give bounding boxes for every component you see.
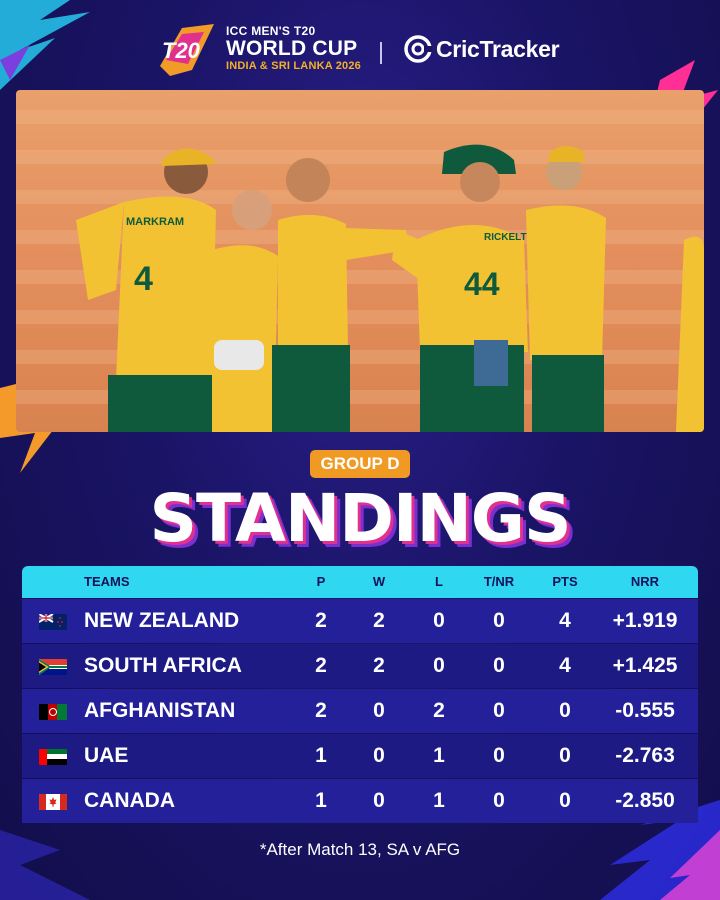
column-tied-nr: T/NR: [483, 574, 515, 589]
points-value: 0: [559, 744, 571, 767]
table-header: TEAMS P W L T/NR PTS NRR: [22, 566, 698, 598]
header: T20 ICC MEN'S T20 WORLD CUP INDIA & SRI …: [0, 14, 720, 80]
nz-flag-icon: [39, 614, 67, 630]
won-value: 2: [373, 654, 385, 677]
header-divider: [380, 42, 382, 64]
column-won: W: [372, 574, 386, 589]
event-title: ICC MEN'S T20 WORLD CUP INDIA & SRI LANK…: [226, 24, 361, 72]
nrr-value: +1.919: [612, 609, 678, 632]
tied-nr-value: 0: [493, 699, 505, 722]
points-value: 4: [559, 654, 571, 677]
canada-flag-icon: [39, 794, 67, 810]
lost-value: 1: [433, 744, 445, 767]
points-value: 0: [559, 789, 571, 812]
brand-name: CricTracker: [436, 36, 560, 62]
column-teams: TEAMS: [84, 574, 130, 589]
team-name: NEW ZEALAND: [84, 609, 240, 632]
points-value: 4: [559, 609, 571, 632]
won-value: 2: [373, 609, 385, 632]
team-name: CANADA: [84, 789, 175, 812]
event-line3: INDIA & SRI LANKA 2026: [226, 60, 361, 72]
column-played: P: [316, 574, 326, 589]
column-lost: L: [435, 574, 443, 589]
crictracker-icon: [404, 35, 432, 63]
t20-logo-text: T20: [162, 38, 201, 63]
jersey-number-44: 44: [464, 266, 500, 302]
team-name: AFGHANISTAN: [84, 699, 236, 722]
played-value: 1: [315, 744, 327, 767]
lost-value: 0: [433, 609, 445, 632]
nrr-value: -0.555: [615, 699, 675, 722]
team-celebration-photo: 4 MARKRAM 44 RICKELTON: [16, 90, 704, 432]
table-row: SOUTH AFRICA 2 2 0 0 4 +1.425: [22, 644, 698, 688]
tied-nr-value: 0: [493, 654, 505, 677]
sa-flag-icon: [39, 659, 67, 675]
nrr-value: +1.425: [612, 654, 678, 677]
won-value: 0: [373, 744, 385, 767]
table-row: AFGHANISTAN 2 0 2 0 0 -0.555: [22, 689, 698, 733]
team-name: UAE: [84, 744, 129, 767]
corner-decoration-bottom-left: [0, 830, 90, 900]
corner-decoration-bottom-right: [600, 800, 720, 900]
corner-decoration-top-left: [0, 0, 90, 90]
event-line2: WORLD CUP: [226, 37, 358, 60]
standings-table: TEAMS P W L T/NR PTS NRR NEW ZEALAND 2 2…: [22, 566, 698, 824]
lost-value: 0: [433, 654, 445, 677]
player-center: [272, 158, 408, 432]
column-points: PTS: [552, 574, 578, 589]
tied-nr-value: 0: [493, 609, 505, 632]
tied-nr-value: 0: [493, 744, 505, 767]
player-rickelton: 44 RICKELTON: [392, 144, 541, 432]
table-row: NEW ZEALAND 2 2 0 0 4 +1.919: [22, 599, 698, 643]
footnote: *After Match 13, SA v AFG: [259, 840, 461, 859]
played-value: 2: [315, 654, 327, 677]
nrr-value: -2.763: [615, 744, 675, 767]
group-label: GROUP D: [310, 450, 410, 478]
won-value: 0: [373, 699, 385, 722]
afg-flag-icon: [39, 704, 67, 720]
page-title: STANDINGS: [149, 480, 571, 557]
team-name: SOUTH AFRICA: [84, 654, 242, 677]
player-markram: 4 MARKRAM: [76, 148, 216, 432]
player-right: [526, 146, 606, 432]
player-edge: [676, 236, 704, 432]
jersey-number-4: 4: [134, 260, 153, 298]
played-value: 2: [315, 609, 327, 632]
won-value: 0: [373, 789, 385, 812]
tied-nr-value: 0: [493, 789, 505, 812]
t20-world-cup-logo: T20: [160, 24, 214, 76]
table-row: CANADA 1 0 1 0 0 -2.850: [22, 779, 698, 823]
jersey-name-rickelton: RICKELTON: [484, 232, 541, 243]
nrr-value: -2.850: [615, 789, 675, 812]
jersey-name-markram: MARKRAM: [126, 216, 184, 228]
table-row: UAE 1 0 1 0 0 -2.763: [22, 734, 698, 778]
event-line1: ICC MEN'S T20: [226, 24, 316, 38]
uae-flag-icon: [39, 749, 67, 765]
lost-value: 1: [433, 789, 445, 812]
lost-value: 2: [433, 699, 445, 722]
points-value: 0: [559, 699, 571, 722]
played-value: 2: [315, 699, 327, 722]
column-nrr: NRR: [630, 574, 660, 589]
played-value: 1: [315, 789, 327, 812]
player-de-kock: [212, 190, 278, 432]
